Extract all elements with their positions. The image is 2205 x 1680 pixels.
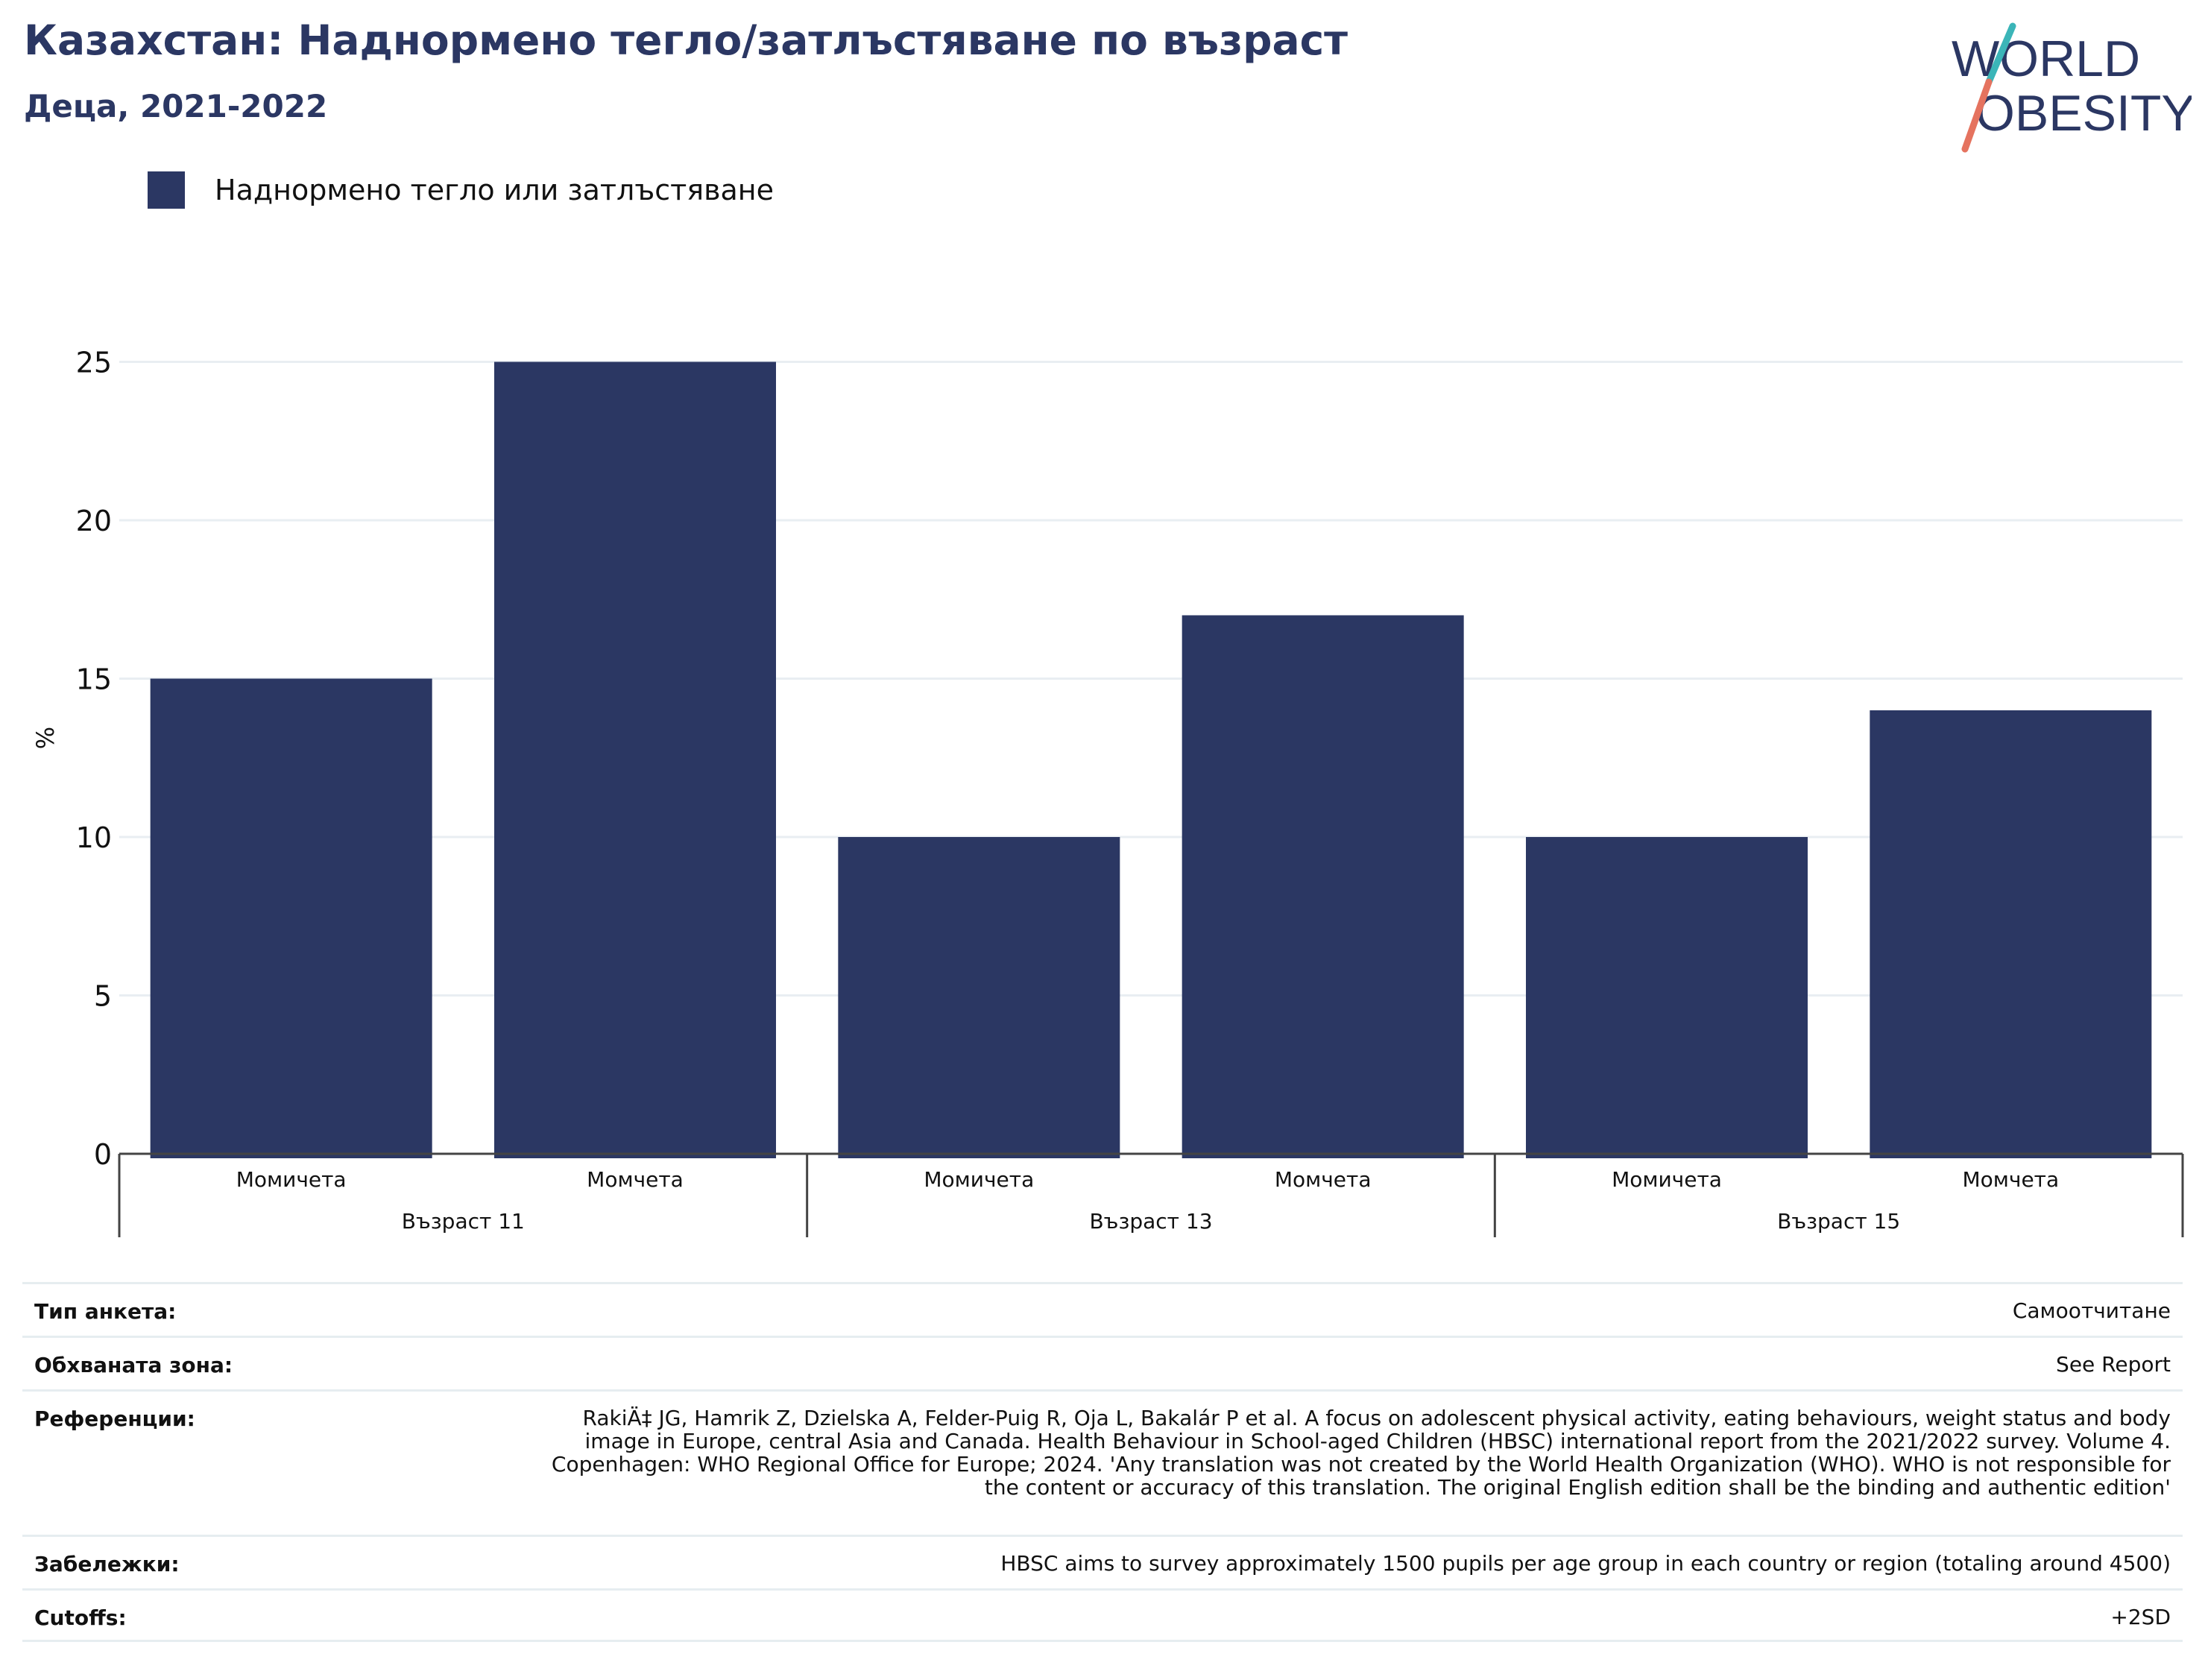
x-group-label: Възраст 15: [1777, 1209, 1900, 1234]
logo-slash-coral: [1961, 78, 1993, 153]
y-tick-label: 25: [76, 347, 112, 379]
bar: [838, 837, 1120, 1158]
logo-text-obesity: OBESITY: [1975, 85, 2192, 142]
coverage-label: Обхваната зона:: [34, 1353, 233, 1377]
x-category-label: Момчета: [1963, 1167, 2060, 1192]
x-category-label: Момичета: [924, 1167, 1034, 1192]
x-category-label: Момичета: [236, 1167, 347, 1192]
x-group-label: Възраст 13: [1089, 1209, 1212, 1234]
references-label: Референции:: [34, 1406, 195, 1431]
y-tick-label: 20: [76, 505, 112, 537]
x-category-label: Момчета: [1275, 1167, 1372, 1192]
info-table: Тип анкета: Самоотчитане Обхваната зона:…: [22, 1282, 2183, 1642]
y-axis-label: %: [31, 727, 60, 749]
logo-text-world: WORLD: [1952, 31, 2140, 87]
coverage-value: See Report: [2056, 1352, 2171, 1377]
info-row-notes: Забележки: HBSC aims to survey approxima…: [22, 1535, 2183, 1588]
bar: [150, 678, 432, 1158]
cutoffs-label: Cutoffs:: [34, 1605, 127, 1630]
x-category-label: Момичета: [1612, 1167, 1722, 1192]
y-tick-label: 0: [94, 1138, 112, 1171]
legend-swatch: [148, 171, 185, 209]
y-tick-label: 5: [94, 980, 112, 1013]
bar: [1526, 837, 1808, 1158]
y-tick-label: 10: [76, 821, 112, 854]
chart-title: Казахстан: Наднормено тегло/затлъстяване…: [24, 16, 1348, 64]
chart-subtitle: Деца, 2021-2022: [24, 88, 328, 124]
info-row-references: Референции: RakiÄ‡ JG, Hamrik Z, Dzielsk…: [22, 1389, 2183, 1535]
y-tick-label: 15: [76, 663, 112, 696]
survey-type-value: Самоотчитане: [2012, 1298, 2171, 1323]
world-obesity-logo: WORLD OBESITY: [1952, 22, 2192, 153]
legend: Наднормено тегло или затлъстяване: [148, 171, 774, 209]
x-group-label: Възраст 11: [402, 1209, 525, 1234]
bar: [494, 361, 776, 1158]
info-row-cutoffs: Cutoffs: +2SD: [22, 1588, 2183, 1642]
notes-value: HBSC aims to survey approximately 1500 p…: [1000, 1551, 2171, 1576]
x-category-label: Момчета: [587, 1167, 684, 1192]
bar: [1870, 710, 2152, 1158]
notes-label: Забележки:: [34, 1552, 180, 1576]
legend-label: Наднормено тегло или затлъстяване: [215, 174, 774, 206]
info-row-survey-type: Тип анкета: Самоотчитане: [22, 1282, 2183, 1336]
survey-type-label: Тип анкета:: [34, 1299, 177, 1324]
bar-chart: 0 5 10 15 20 25% Момичета Момчета Възраст 11 Моми…: [31, 347, 2184, 1237]
cutoffs-value: +2SD: [2110, 1605, 2171, 1629]
references-value: RakiÄ‡ JG, Hamrik Z, Dzielska A, Felder-…: [551, 1406, 2171, 1500]
logo-slash-teal: [1985, 22, 2016, 86]
info-row-coverage: Обхваната зона: See Report: [22, 1336, 2183, 1389]
bar: [1182, 615, 1464, 1158]
